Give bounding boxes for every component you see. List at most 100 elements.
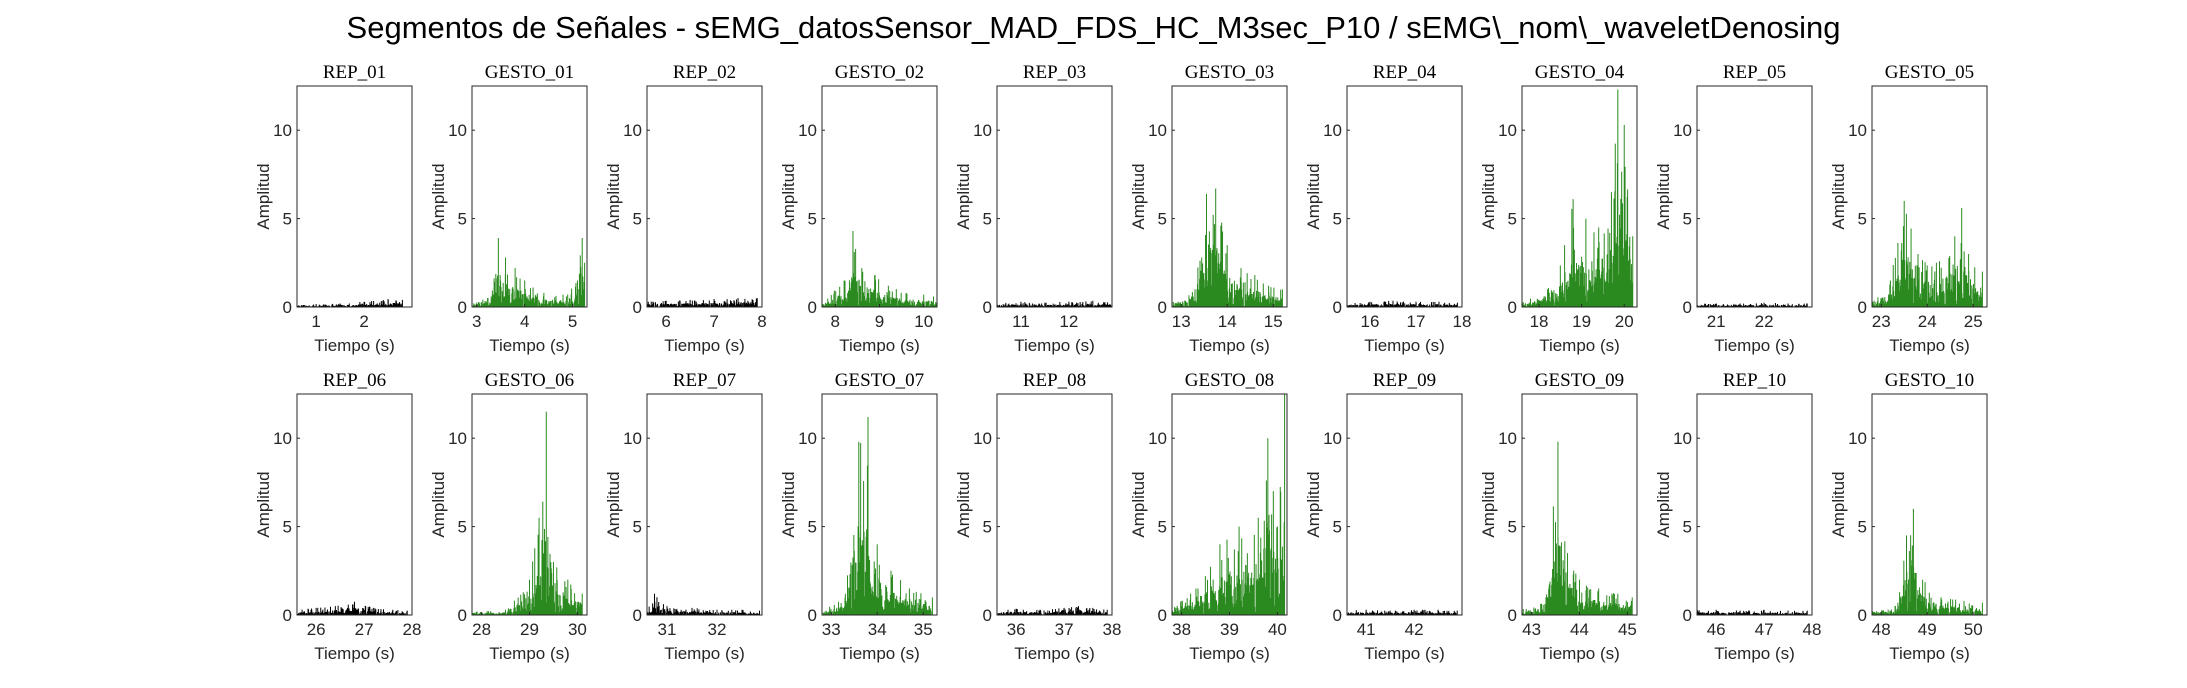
x-tick-label: 24 (1918, 312, 1937, 331)
signal-line (821, 230, 938, 307)
axes-box (821, 85, 938, 308)
subplot: GESTO_01 0 5 10 3 4 5 Tiempo (s) Amplitud (429, 62, 588, 355)
subplot-title: REP_01 (323, 62, 386, 83)
x-tick-label: 42 (1405, 620, 1424, 639)
x-tick-label: 27 (355, 620, 374, 639)
x-tick-label: 44 (1570, 620, 1589, 639)
y-tick-label: 10 (1848, 121, 1867, 140)
subplot-title: GESTO_04 (1535, 62, 1625, 83)
y-tick-label: 0 (1683, 606, 1692, 625)
y-axis-label: Amplitud (254, 471, 273, 537)
x-tick-label: 28 (472, 620, 491, 639)
y-axis-label: Amplitud (954, 471, 973, 537)
signal-line (1696, 302, 1808, 307)
subplot-title: REP_03 (1023, 62, 1086, 83)
x-axis-label: Tiempo (s) (489, 644, 570, 663)
x-axis-label: Tiempo (s) (314, 336, 395, 355)
signal-line (471, 238, 586, 307)
signal-line (1171, 188, 1283, 307)
axes-box (1346, 393, 1463, 616)
subplot: REP_09 0 5 10 41 42 Tiempo (s) Amplitud (1304, 370, 1463, 663)
subplot: GESTO_03 0 5 10 13 14 15 Tiempo (s) Amplitud (1129, 62, 1288, 355)
subplot-title: GESTO_03 (1185, 62, 1274, 83)
x-tick-label: 46 (1707, 620, 1726, 639)
x-tick-label: 1 (311, 312, 320, 331)
x-tick-label: 23 (1872, 312, 1891, 331)
y-axis-label: Amplitud (1479, 163, 1498, 229)
x-tick-label: 10 (914, 312, 933, 331)
x-tick-label: 25 (1964, 312, 1983, 331)
subplot: REP_01 0 5 10 1 2 Tiempo (s) Amplitud (254, 62, 413, 355)
x-tick-label: 48 (1872, 620, 1891, 639)
subplot-title: GESTO_08 (1185, 370, 1274, 391)
signal-line (296, 601, 408, 615)
y-tick-label: 0 (1858, 298, 1867, 317)
x-axis-label: Tiempo (s) (314, 644, 395, 663)
x-tick-label: 2 (359, 312, 368, 331)
x-tick-label: 38 (1172, 620, 1191, 639)
subplot-title: GESTO_02 (835, 62, 924, 83)
subplot: GESTO_05 0 5 10 23 24 25 Tiempo (s) Amplitud (1829, 62, 1988, 355)
subplot-title: REP_07 (673, 370, 736, 391)
subplot-title: REP_05 (1723, 62, 1786, 83)
x-axis-label: Tiempo (s) (1364, 336, 1445, 355)
y-tick-label: 10 (1498, 121, 1517, 140)
x-tick-label: 41 (1357, 620, 1376, 639)
axes-box (296, 85, 413, 308)
x-tick-label: 35 (914, 620, 933, 639)
signal-line (646, 593, 760, 615)
y-axis-label: Amplitud (254, 163, 273, 229)
x-axis-label: Tiempo (s) (664, 336, 745, 355)
x-tick-label: 9 (875, 312, 884, 331)
signal-line (996, 606, 1108, 615)
y-tick-label: 10 (1148, 429, 1167, 448)
subplot: REP_02 0 5 10 6 7 8 Tiempo (s) Amplitud (604, 62, 767, 355)
y-tick-label: 0 (1683, 298, 1692, 317)
y-tick-label: 5 (1858, 518, 1867, 537)
y-axis-label: Amplitud (1304, 163, 1323, 229)
y-tick-label: 5 (1333, 210, 1342, 229)
y-axis-label: Amplitud (1829, 163, 1848, 229)
x-tick-label: 49 (1918, 620, 1937, 639)
y-tick-label: 5 (633, 210, 642, 229)
x-tick-label: 40 (1268, 620, 1287, 639)
y-axis-label: Amplitud (604, 163, 623, 229)
subplot: GESTO_04 0 5 10 18 19 20 Tiempo (s) Amplitud (1479, 62, 1638, 355)
x-tick-label: 5 (568, 312, 577, 331)
y-tick-label: 0 (1158, 298, 1167, 317)
axes-box (1346, 85, 1463, 308)
y-tick-label: 10 (1323, 429, 1342, 448)
subplot: GESTO_10 0 5 10 48 49 50 Tiempo (s) Amplitud (1829, 370, 1988, 663)
x-tick-label: 50 (1964, 620, 1983, 639)
y-tick-label: 10 (623, 121, 642, 140)
x-tick-label: 4 (520, 312, 529, 331)
axes-box (1521, 85, 1638, 308)
x-axis-label: Tiempo (s) (1014, 336, 1095, 355)
x-tick-label: 14 (1218, 312, 1237, 331)
y-tick-label: 5 (1508, 518, 1517, 537)
y-tick-label: 0 (983, 298, 992, 317)
y-tick-label: 10 (973, 429, 992, 448)
subplot: REP_04 0 5 10 16 17 18 Tiempo (s) Amplitud (1304, 62, 1471, 355)
axes-box (1696, 393, 1813, 616)
y-tick-label: 5 (1158, 210, 1167, 229)
subplot: REP_03 0 5 10 11 12 Tiempo (s) Amplitud (954, 62, 1113, 355)
y-tick-label: 5 (633, 518, 642, 537)
y-tick-label: 0 (1508, 606, 1517, 625)
x-tick-label: 22 (1755, 312, 1774, 331)
signal-line (1521, 441, 1633, 615)
y-axis-label: Amplitud (779, 163, 798, 229)
x-tick-label: 39 (1220, 620, 1239, 639)
x-tick-label: 28 (403, 620, 422, 639)
y-tick-label: 10 (1323, 121, 1342, 140)
y-tick-label: 0 (808, 606, 817, 625)
signal-line (1521, 89, 1634, 307)
subplot-title: GESTO_06 (485, 370, 574, 391)
y-tick-label: 10 (798, 121, 817, 140)
y-tick-label: 5 (808, 518, 817, 537)
subplot: REP_08 0 5 10 36 37 38 Tiempo (s) Amplitud (954, 370, 1121, 663)
signal-line (996, 300, 1113, 307)
subplot: GESTO_06 0 5 10 28 29 30 Tiempo (s) Amplitud (429, 370, 588, 663)
subplot-title: GESTO_10 (1885, 370, 1974, 391)
y-tick-label: 5 (808, 210, 817, 229)
